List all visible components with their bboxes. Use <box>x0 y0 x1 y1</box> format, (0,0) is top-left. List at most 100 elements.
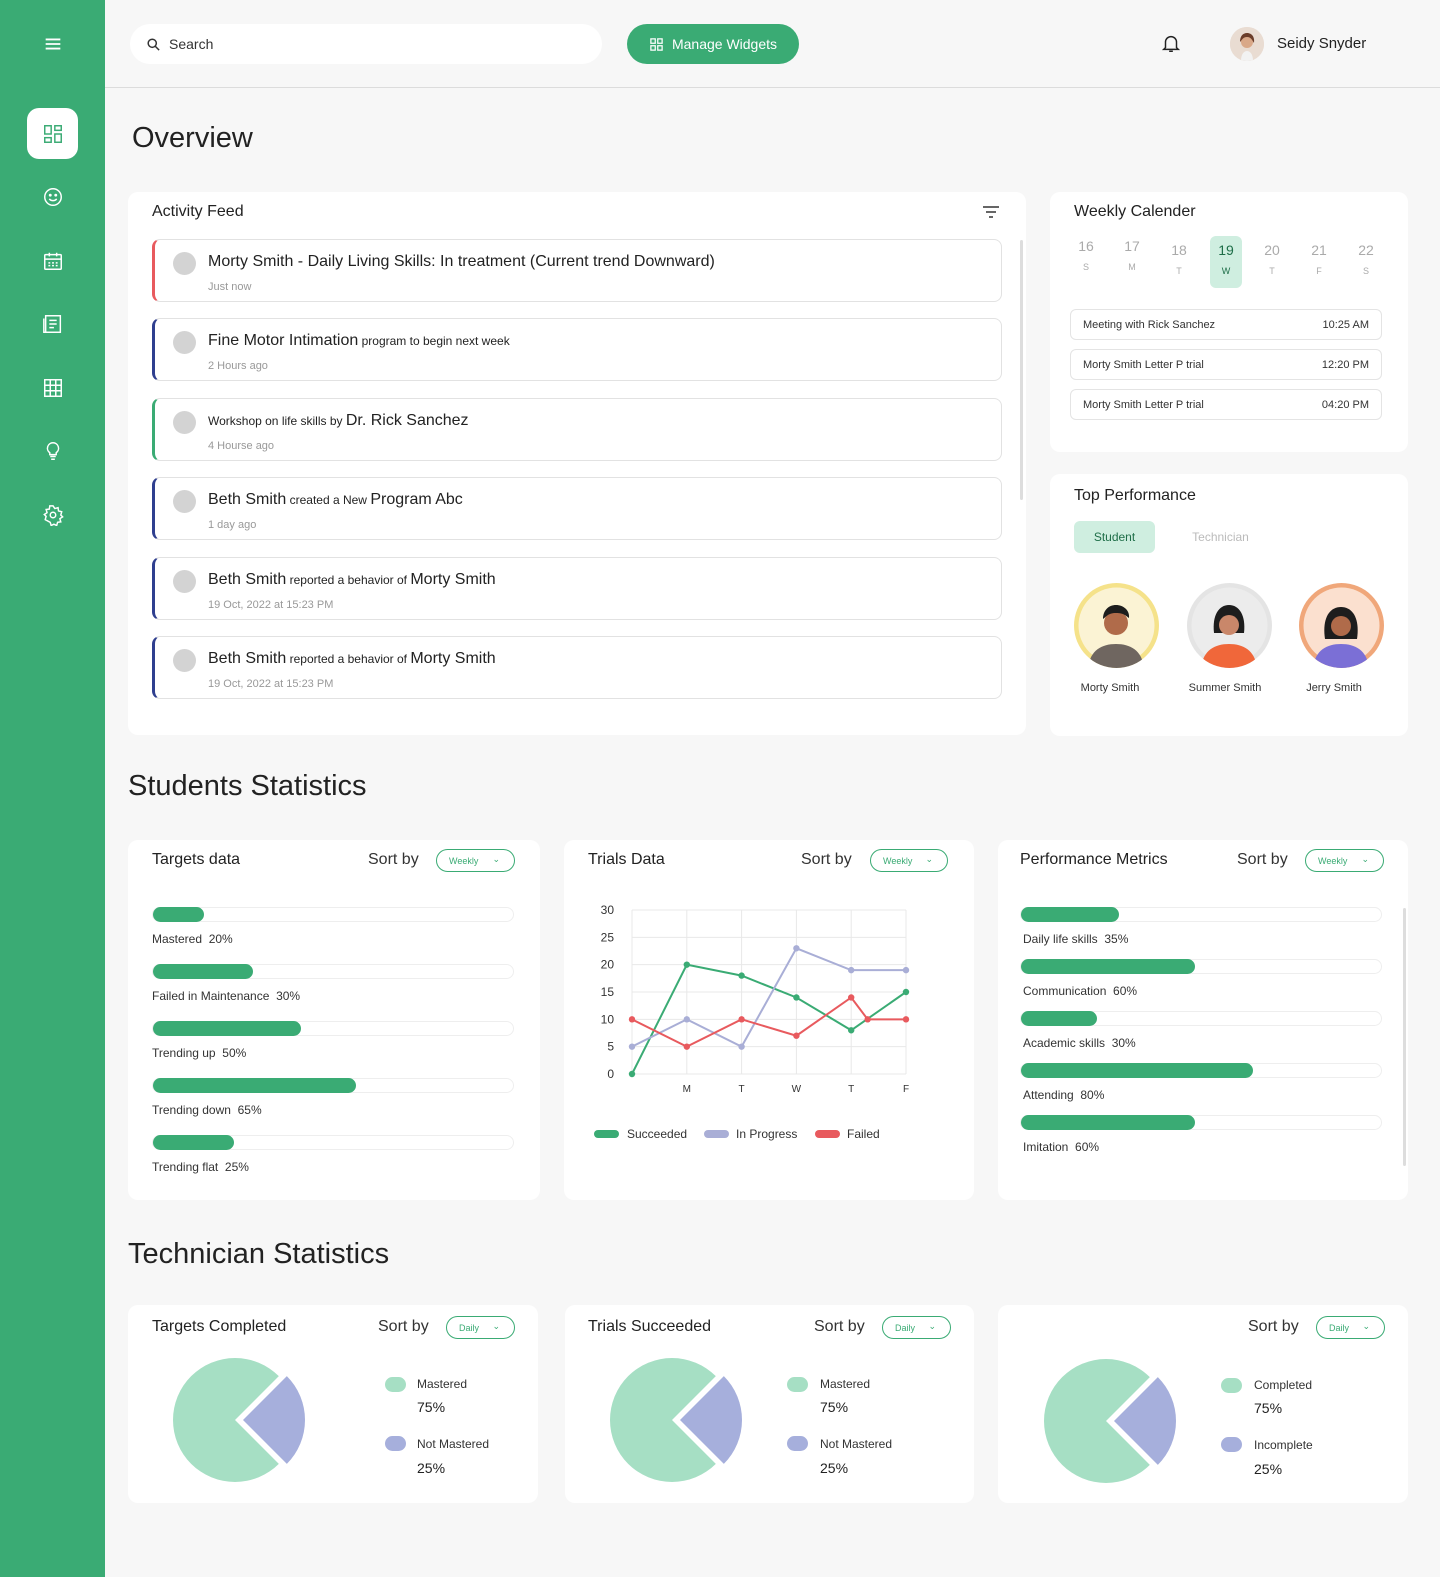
sort-select[interactable]: Weekly ⌄ <box>1305 849 1384 872</box>
calendar-event[interactable]: Morty Smith Letter P trial 04:20 PM <box>1070 389 1382 420</box>
calendar-day[interactable]: 20 T <box>1256 236 1288 288</box>
y-tick-label: 5 <box>607 1040 614 1054</box>
calendar-day[interactable]: 22 S <box>1350 236 1382 288</box>
feed-item[interactable]: Workshop on life skills by Dr. Rick Sanc… <box>152 398 1002 461</box>
data-point <box>738 1016 745 1023</box>
calendar-icon[interactable] <box>27 235 78 286</box>
progress-track <box>152 907 514 922</box>
sort-select[interactable]: Daily ⌄ <box>1316 1316 1385 1339</box>
progress-track <box>152 964 514 979</box>
pie-slice-major <box>173 1358 279 1482</box>
feed-text-sub: created a New <box>286 493 371 507</box>
performer-avatar[interactable] <box>1187 583 1272 668</box>
bulb-icon[interactable] <box>27 425 78 476</box>
manage-widgets-button[interactable]: Manage Widgets <box>627 24 799 64</box>
trials-succeeded-title: Trials Succeeded <box>588 1318 712 1335</box>
progress-label: Mastered 20% <box>152 932 233 946</box>
legend-swatch <box>385 1377 406 1392</box>
feed-avatar <box>173 649 196 672</box>
data-point <box>683 961 690 968</box>
legend-value: 25% <box>417 1460 446 1476</box>
completion-card: Sort by Daily ⌄ Completed 75% Incomplete … <box>998 1305 1408 1503</box>
feed-text-main: Dr. Rick Sanchez <box>345 412 469 429</box>
search-input[interactable] <box>169 36 569 52</box>
calendar-day[interactable]: 18 T <box>1163 236 1195 288</box>
progress-track <box>1020 1115 1382 1130</box>
data-point <box>848 994 855 1001</box>
legend-swatch-failed <box>815 1130 840 1138</box>
targets-data-title: Targets data <box>152 851 241 868</box>
feed-avatar <box>173 411 196 434</box>
pie-slice-major <box>610 1358 716 1482</box>
event-time: 12:20 PM <box>1321 359 1369 371</box>
sort-select[interactable]: Weekly ⌄ <box>870 849 948 872</box>
dashboard-icon[interactable] <box>27 108 78 159</box>
performer-avatar[interactable] <box>1074 583 1159 668</box>
series-line <box>631 947 906 1048</box>
event-time: 10:25 AM <box>1322 319 1369 331</box>
feed-text-main: Morty Smith <box>410 571 496 588</box>
feed-text: Workshop on life skills by Dr. Rick Sanc… <box>208 412 469 430</box>
sort-select-value: Weekly <box>449 855 479 866</box>
progress-fill <box>1021 959 1195 974</box>
feed-item[interactable]: Beth Smith reported a behavior of Morty … <box>152 636 1002 699</box>
event-title: Meeting with Rick Sanchez <box>1083 319 1216 331</box>
calendar-day[interactable]: 21 F <box>1303 236 1335 288</box>
students-statistics-title: Students Statistics <box>128 770 367 802</box>
user-avatar[interactable] <box>1230 27 1264 61</box>
progress-label: Attending 80% <box>1023 1088 1105 1102</box>
filter-icon[interactable] <box>982 204 1000 225</box>
progress-label: Academic skills 30% <box>1023 1036 1136 1050</box>
feed-text-sub: reported a behavior of <box>286 573 411 587</box>
performer-avatar[interactable] <box>1299 583 1384 668</box>
pie-chart <box>173 1358 305 1482</box>
pie-slice-minor <box>243 1376 305 1464</box>
progress-label: Trending flat 25% <box>152 1160 249 1174</box>
sort-by-label: Sort by <box>801 851 852 868</box>
sort-select[interactable]: Daily ⌄ <box>882 1316 951 1339</box>
day-letter: T <box>1269 266 1275 276</box>
calendar-day[interactable]: 17 M <box>1116 232 1148 284</box>
feed-text-main: Beth Smith <box>208 571 287 588</box>
calendar-day-selected[interactable]: 19 W <box>1210 236 1242 288</box>
gear-icon[interactable] <box>27 489 78 540</box>
sort-by-label: Sort by <box>1248 1318 1299 1335</box>
progress-fill <box>1021 1063 1253 1078</box>
legend-value: 25% <box>1254 1461 1283 1477</box>
feed-text-main: Beth Smith <box>208 491 287 508</box>
chevron-down-icon: ⌄ <box>492 854 500 864</box>
metrics-scrollbar[interactable] <box>1403 908 1406 1166</box>
series-line <box>631 996 906 1048</box>
feed-item[interactable]: Morty Smith - Daily Living Skills: In tr… <box>152 239 1002 302</box>
news-icon[interactable] <box>27 298 78 349</box>
calendar-event[interactable]: Meeting with Rick Sanchez 10:25 AM <box>1070 309 1382 340</box>
tab-student[interactable]: Student <box>1074 521 1155 553</box>
day-number: 22 <box>1358 242 1374 258</box>
feed-item[interactable]: Beth Smith reported a behavior of Morty … <box>152 557 1002 620</box>
event-title: Morty Smith Letter P trial <box>1083 399 1204 411</box>
bell-icon[interactable] <box>1160 32 1182 59</box>
sort-select[interactable]: Weekly ⌄ <box>436 849 515 872</box>
tab-technician[interactable]: Technician <box>1192 530 1249 544</box>
data-point <box>683 1043 690 1050</box>
feed-item[interactable]: Fine Motor Intimation program to begin n… <box>152 318 1002 381</box>
progress-label: Failed in Maintenance 30% <box>152 989 301 1003</box>
sort-select[interactable]: Daily ⌄ <box>446 1316 515 1339</box>
x-tick-label: T <box>848 1084 854 1095</box>
data-point <box>793 1032 800 1039</box>
search-bar[interactable] <box>130 24 602 64</box>
sort-by-label: Sort by <box>368 851 419 868</box>
grid-icon[interactable] <box>27 362 78 413</box>
feed-item[interactable]: Beth Smith created a New Program Abc 1 d… <box>152 477 1002 540</box>
calendar-day[interactable]: 16 S <box>1070 232 1102 284</box>
sort-select-value: Daily <box>895 1322 916 1333</box>
feed-scrollbar[interactable] <box>1020 240 1023 500</box>
y-tick-label: 15 <box>601 985 615 999</box>
menu-icon[interactable] <box>27 18 78 69</box>
calendar-event[interactable]: Morty Smith Letter P trial 12:20 PM <box>1070 349 1382 380</box>
pie-slice-minor <box>1114 1377 1176 1465</box>
smiley-icon[interactable] <box>27 171 78 222</box>
pie-chart <box>1044 1359 1176 1483</box>
sort-by-label: Sort by <box>1237 851 1288 868</box>
legend-value: 75% <box>1254 1400 1283 1416</box>
